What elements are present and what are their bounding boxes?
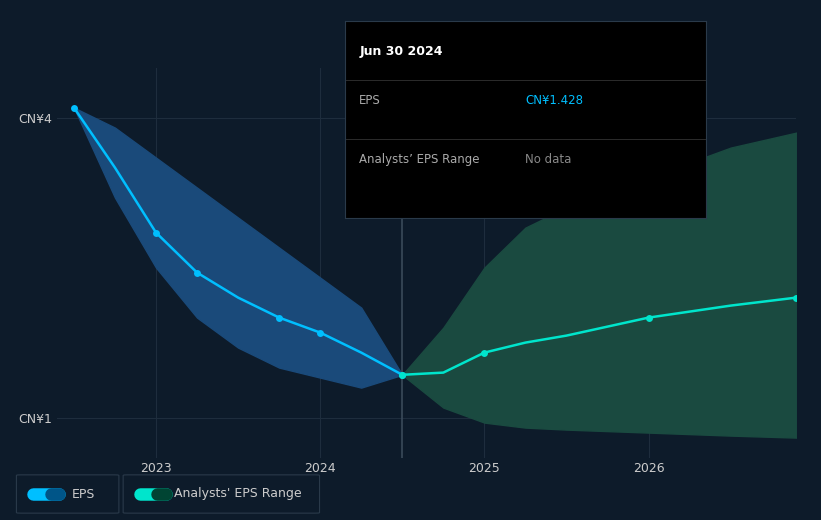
Point [67, 103, 80, 112]
Point [396, 371, 409, 379]
Text: EPS: EPS [360, 94, 381, 107]
Point [790, 293, 803, 302]
Text: Analysts' EPS Range: Analysts' EPS Range [174, 488, 302, 500]
Text: Analysts Forecasts: Analysts Forecasts [410, 80, 514, 89]
Text: Analysts’ EPS Range: Analysts’ EPS Range [360, 153, 479, 166]
Text: CN¥1.428: CN¥1.428 [525, 94, 584, 107]
Point [149, 228, 163, 237]
Point [396, 371, 409, 379]
Point [642, 314, 655, 322]
Text: No data: No data [525, 153, 571, 166]
Point [190, 268, 204, 277]
Text: Jun 30 2024: Jun 30 2024 [360, 45, 443, 58]
Text: Actual: Actual [359, 80, 394, 89]
FancyBboxPatch shape [16, 475, 119, 513]
Point [314, 329, 327, 337]
Point [478, 348, 491, 357]
Point [273, 314, 286, 322]
Text: EPS: EPS [72, 488, 95, 500]
FancyBboxPatch shape [123, 475, 319, 513]
